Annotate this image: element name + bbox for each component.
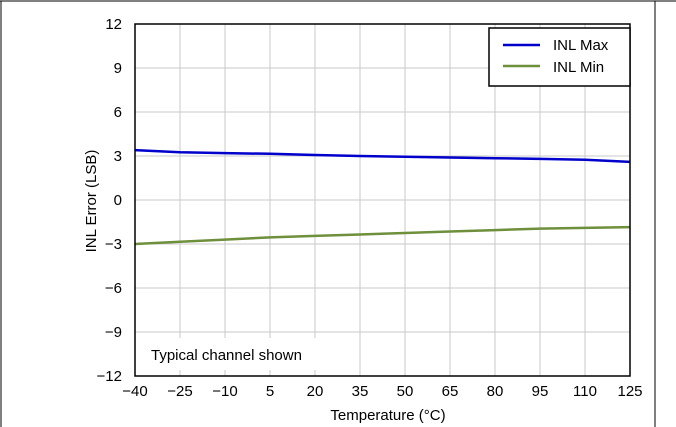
legend-label-inl-max: INL Max bbox=[553, 37, 609, 54]
series-line-inl-max bbox=[134, 148, 631, 164]
legend-box bbox=[488, 27, 631, 87]
annotation-text: Typical channel shown bbox=[151, 347, 302, 364]
x-tick-label: 125 bbox=[617, 383, 642, 400]
x-tick-label: 35 bbox=[352, 383, 369, 400]
y-axis-ticks: −12 −9 −6 −3 0 3 6 9 12 bbox=[97, 16, 122, 385]
x-tick-label: −40 bbox=[122, 383, 147, 400]
y-tick-label: 12 bbox=[105, 16, 122, 33]
x-tick-label: 20 bbox=[307, 383, 324, 400]
y-tick-label: −3 bbox=[105, 236, 122, 253]
y-tick-label: −6 bbox=[105, 280, 122, 297]
y-tick-label: 6 bbox=[114, 104, 122, 121]
legend: INL Max INL Min bbox=[488, 27, 631, 87]
y-tick-label: −9 bbox=[105, 324, 122, 341]
y-tick-label: −12 bbox=[97, 368, 122, 385]
y-tick-label: 9 bbox=[114, 60, 122, 77]
x-axis-title: Temperature (°C) bbox=[330, 407, 445, 424]
x-tick-label: −10 bbox=[212, 383, 237, 400]
y-tick-label: 3 bbox=[114, 148, 122, 165]
series-line-inl-min bbox=[134, 225, 631, 246]
x-axis-ticks: −40 −25 −10 5 20 35 50 65 80 95 110 125 bbox=[122, 383, 642, 400]
annotation-background bbox=[138, 338, 348, 370]
legend-label-inl-min: INL Min bbox=[553, 59, 604, 76]
y-axis-title: INL Error (LSB) bbox=[83, 150, 100, 253]
series-lines bbox=[134, 148, 631, 246]
plot-frame bbox=[134, 23, 631, 377]
annotation-box: Typical channel shown bbox=[138, 338, 348, 370]
x-tick-label: 95 bbox=[532, 383, 549, 400]
x-tick-label: −25 bbox=[167, 383, 192, 400]
x-tick-label: 110 bbox=[573, 383, 597, 400]
x-tick-label: 80 bbox=[487, 383, 504, 400]
y-tick-label: 0 bbox=[114, 192, 122, 209]
x-tick-label: 5 bbox=[266, 383, 274, 400]
x-tick-label: 65 bbox=[442, 383, 459, 400]
x-tick-label: 50 bbox=[397, 383, 414, 400]
